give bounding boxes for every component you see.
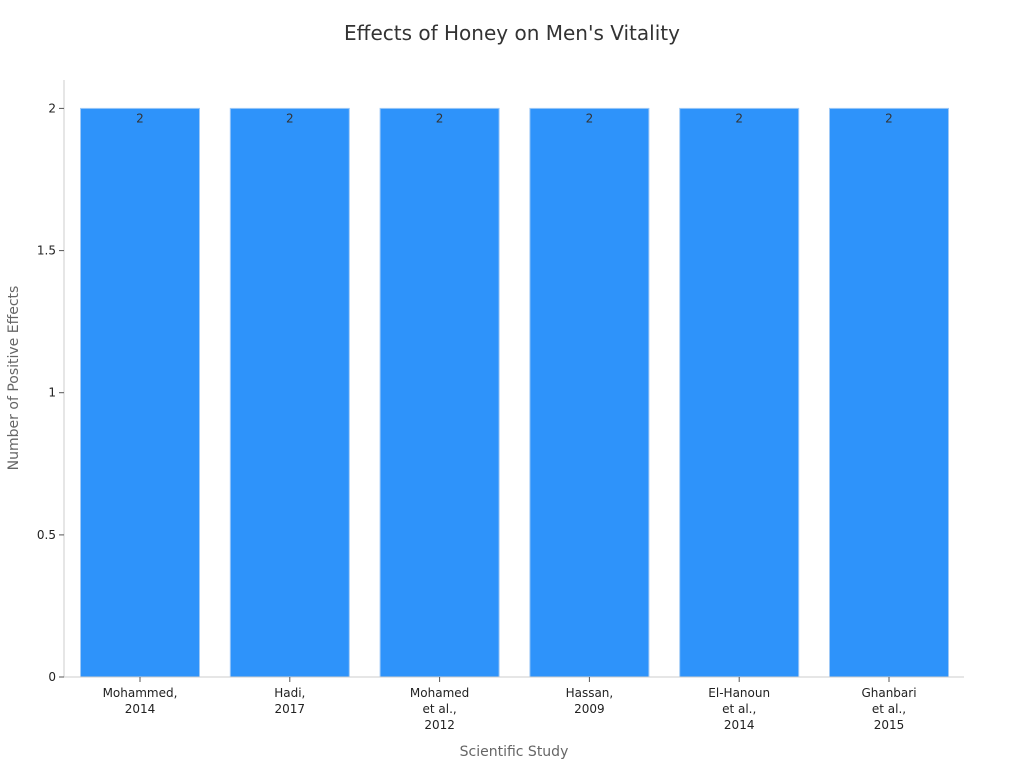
x-tick-label-1: Mohammed, 2014 xyxy=(103,686,178,716)
y-tick-label-1: 0 xyxy=(48,670,56,684)
data-label-5: 2 xyxy=(735,111,743,125)
x-tick-label-6: Ghanbari et al., 2015 xyxy=(861,686,916,732)
data-label-4: 2 xyxy=(586,111,594,125)
y-tick-label-4: 1.5 xyxy=(37,244,56,258)
x-tick-label-4: Hassan, 2009 xyxy=(566,686,614,716)
x-tick-label-3: Mohamed et al., 2012 xyxy=(410,686,469,732)
bar-6 xyxy=(829,107,949,678)
y-tick-label-3: 1 xyxy=(48,386,56,400)
data-label-1: 2 xyxy=(136,111,144,125)
x-tick-label-2: Hadi, 2017 xyxy=(274,686,305,716)
x-ticks-layer: Mohammed, 2014 Hadi, 2017 Mohamed et al., 2012… xyxy=(103,677,917,732)
y-tick-label-5: 2 xyxy=(48,101,56,115)
x-tick-label-5: El-Hanoun et al., 2014 xyxy=(708,686,770,732)
data-label-3: 2 xyxy=(436,111,444,125)
y-axis-title: Number of Positive Effects xyxy=(6,286,22,471)
bar-3 xyxy=(379,107,500,678)
x-axis-title: Scientific Study xyxy=(460,744,569,760)
bars-layer xyxy=(80,107,949,678)
bar-5 xyxy=(679,107,800,678)
bar-4 xyxy=(529,107,650,678)
data-label-6: 2 xyxy=(885,111,893,125)
data-labels-layer: 2 2 2 2 2 2 xyxy=(136,111,893,125)
y-tick-label-2: 0.5 xyxy=(37,528,56,542)
data-label-2: 2 xyxy=(286,111,294,125)
y-ticks-layer: 0 0.5 1 1.5 2 xyxy=(37,101,64,684)
bar-2 xyxy=(229,107,350,678)
chart-title: Effects of Honey on Men's Vitality xyxy=(344,21,680,45)
bar-1 xyxy=(80,107,200,678)
